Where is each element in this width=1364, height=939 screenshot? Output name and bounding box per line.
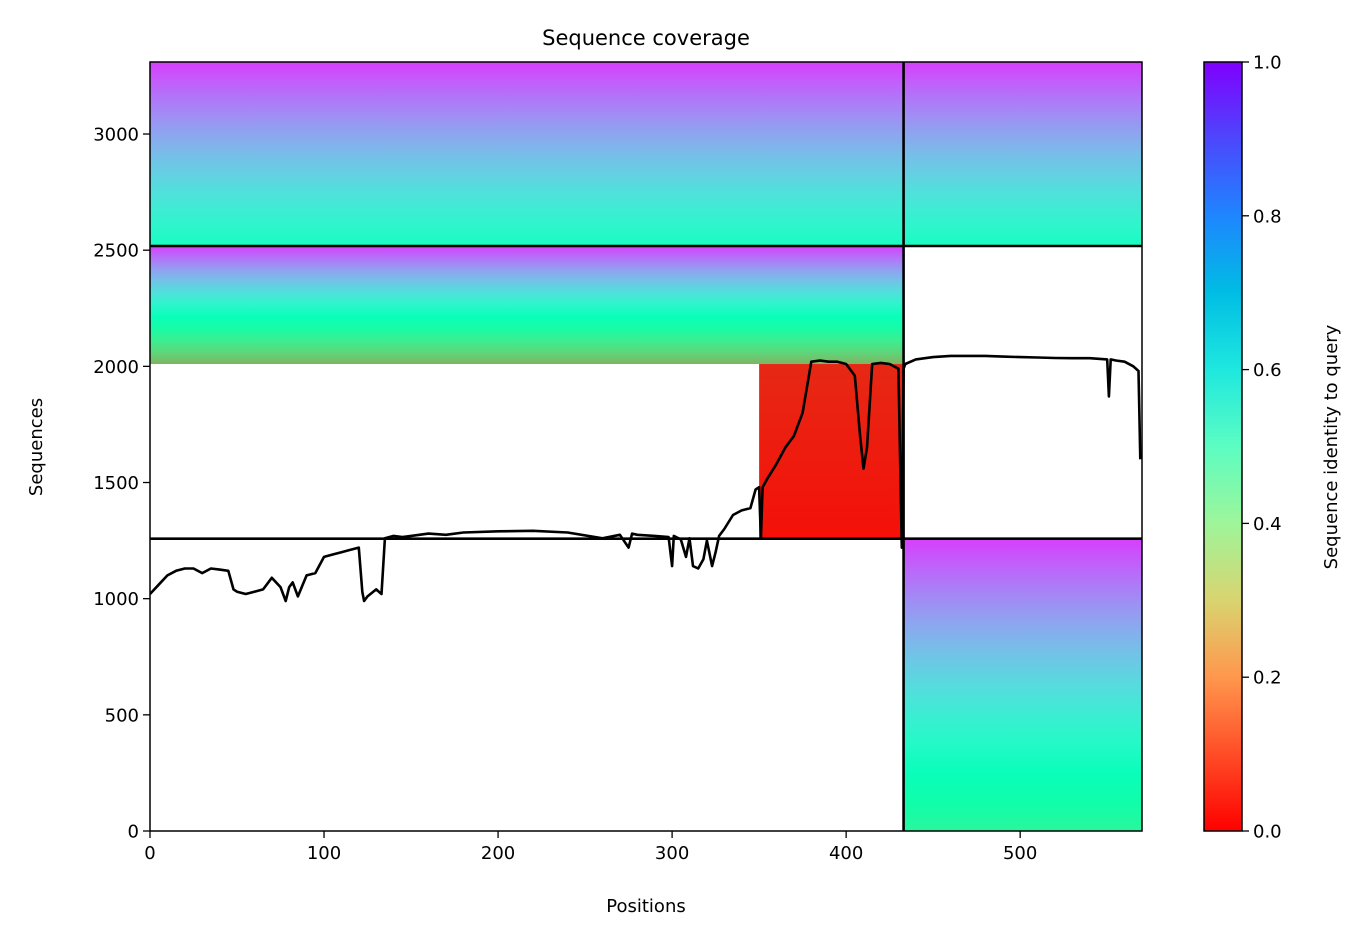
y-tick-label: 1000 <box>93 589 139 610</box>
x-tick-label: 0 <box>144 843 155 864</box>
colorbar-tick-label: 1.0 <box>1253 53 1282 74</box>
heatmap-blocks <box>150 62 1142 831</box>
heatmap-block-chain-1-unpaired-low <box>759 364 904 539</box>
colorbar-axis: 0.0 0.2 0.4 0.6 0.8 1.0 <box>1242 53 1282 843</box>
x-axis-label: Positions <box>606 896 685 917</box>
y-tick-label: 3000 <box>93 125 139 146</box>
heatmap-block-chain-1-unpaired-high <box>150 246 904 365</box>
heatmap-block-paired <box>150 62 1142 247</box>
heatmap-block-chain-2-unpaired <box>903 538 1142 831</box>
x-tick-label: 200 <box>481 843 515 864</box>
plot-frame <box>149 61 1143 832</box>
y-tick-label: 1500 <box>93 473 139 494</box>
coverage-line <box>150 354 1142 603</box>
x-tick-label: 500 <box>1003 843 1037 864</box>
colorbar-tick-label: 0.6 <box>1253 360 1282 381</box>
y-axis-label: Sequences <box>26 398 47 496</box>
colorbar-label: Sequence identity to query <box>1321 324 1342 569</box>
colorbar-tick-label: 0.4 <box>1253 514 1282 535</box>
y-tick-label: 0 <box>128 822 139 843</box>
x-tick-label: 100 <box>307 843 341 864</box>
y-tick-label: 2500 <box>93 241 139 262</box>
y-axis: 0 500 1000 1500 2000 2500 3000 <box>93 125 150 843</box>
colorbar-tick-label: 0.2 <box>1253 668 1282 689</box>
y-tick-label: 500 <box>105 705 139 726</box>
x-tick-label: 400 <box>829 843 863 864</box>
colorbar-tick-label: 0.8 <box>1253 206 1282 227</box>
colorbar <box>1203 61 1243 832</box>
y-tick-label: 2000 <box>93 357 139 378</box>
x-tick-label: 300 <box>655 843 689 864</box>
chart-title: Sequence coverage <box>542 26 750 50</box>
x-axis: 0 100 200 300 400 500 <box>144 831 1037 864</box>
colorbar-tick-label: 0.0 <box>1253 822 1282 843</box>
